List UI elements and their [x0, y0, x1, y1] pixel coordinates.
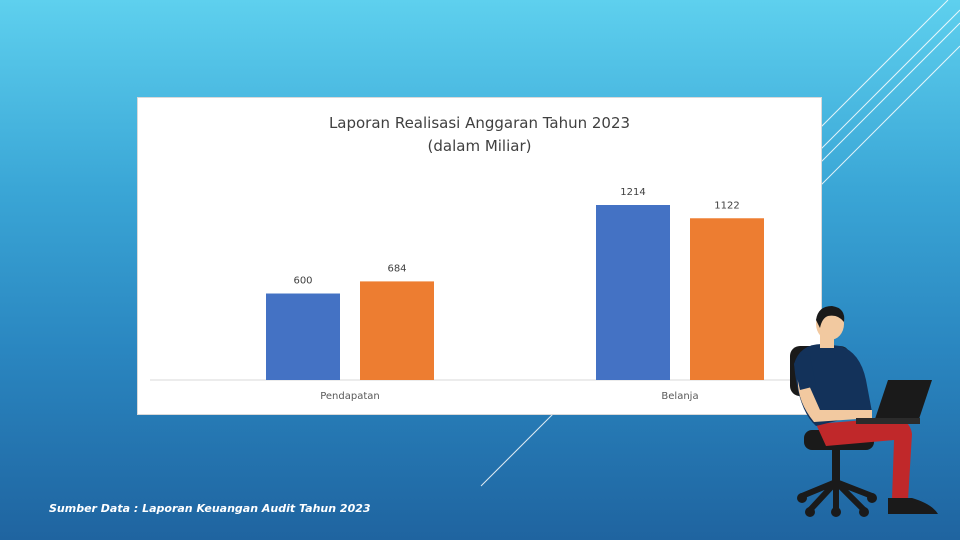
person-arm — [797, 374, 872, 422]
laptop-screen — [874, 380, 932, 422]
data-label: 1214 — [620, 187, 645, 198]
person-shoe — [888, 498, 938, 514]
data-label: 600 — [293, 276, 312, 287]
chart-subtitle: (dalam Miliar) — [427, 137, 532, 155]
bar-chart: 600 684 Pendapatan 1214 1122 Belanja — [150, 187, 821, 402]
chair-wheel — [867, 493, 877, 503]
bar-belanja-2 — [690, 218, 764, 380]
deco-line — [819, 0, 949, 129]
person-hair — [816, 306, 845, 328]
chair-post — [832, 450, 840, 486]
chair-base — [799, 478, 875, 513]
data-label: 1122 — [714, 200, 739, 211]
chart-card: 600 684 Pendapatan 1214 1122 Belanja Laporan … — [138, 98, 821, 414]
laptop-base — [856, 418, 920, 424]
bar-pendapatan-2 — [360, 281, 434, 380]
x-tick-label: Belanja — [661, 391, 698, 402]
deco-line — [480, 413, 554, 487]
chair-wheel — [797, 493, 807, 503]
data-label: 684 — [387, 263, 406, 274]
chair-wheel — [859, 507, 869, 517]
chair-wheel — [831, 507, 841, 517]
person-with-laptop-icon — [790, 306, 938, 517]
person-legs — [816, 418, 912, 500]
deco-line — [819, 45, 960, 187]
chart-title: Laporan Realisasi Anggaran Tahun 2023 — [328, 114, 631, 132]
source-note: Sumber Data : Laporan Keuangan Audit Tah… — [49, 502, 371, 515]
x-tick-label: Pendapatan — [320, 391, 380, 402]
bar-pendapatan-1 — [266, 293, 340, 380]
chart-title-block: Laporan Realisasi Anggaran Tahun 2023 (d… — [138, 112, 821, 158]
chair-wheel — [805, 507, 815, 517]
bar-belanja-1 — [596, 205, 670, 380]
deco-line — [819, 22, 960, 164]
person-sleeve — [794, 355, 816, 390]
deco-line — [819, 9, 960, 151]
